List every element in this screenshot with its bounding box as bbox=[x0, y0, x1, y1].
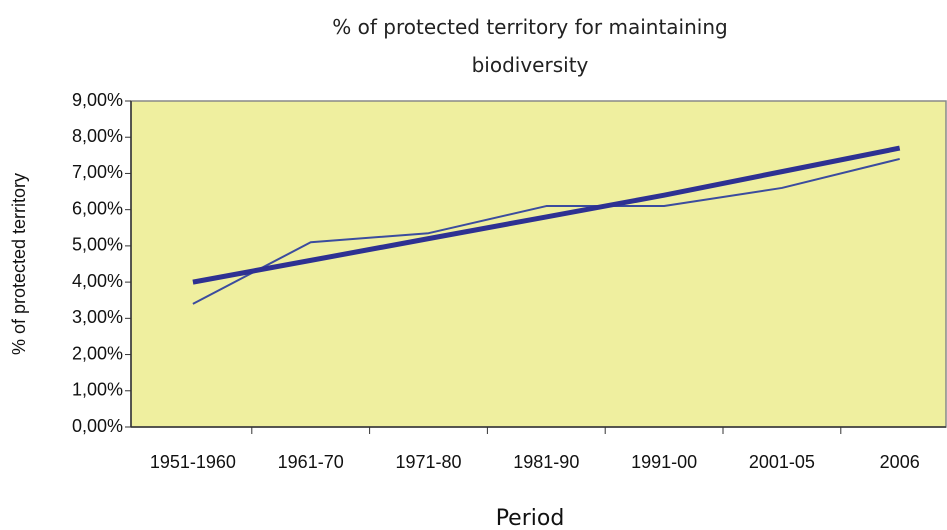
plot-area bbox=[130, 100, 947, 428]
x-tick-label: 1991-00 bbox=[631, 452, 697, 472]
y-axis-label: % of protected territory bbox=[9, 173, 29, 355]
y-tick-label: 0,00% bbox=[72, 416, 123, 436]
y-tick-label: 5,00% bbox=[72, 235, 123, 255]
x-tick-label: 1961-70 bbox=[278, 452, 344, 472]
y-tick-label: 6,00% bbox=[72, 198, 123, 218]
x-tick-label: 2001-05 bbox=[749, 452, 815, 472]
y-tick-label: 4,00% bbox=[72, 271, 123, 291]
y-tick-label: 8,00% bbox=[72, 126, 123, 146]
y-tick-label: 3,00% bbox=[72, 307, 123, 327]
line bbox=[192, 145, 901, 285]
line bbox=[192, 157, 900, 305]
y-tick-label: 2,00% bbox=[72, 343, 123, 363]
y-tick-label: 1,00% bbox=[72, 380, 123, 400]
y-tick-label: 7,00% bbox=[72, 162, 123, 182]
x-axis-label: Period bbox=[496, 506, 565, 530]
x-tick-label: 2006 bbox=[880, 452, 920, 472]
x-tick-label: 1971-80 bbox=[395, 452, 461, 472]
x-tick-label: 1951-1960 bbox=[150, 452, 236, 472]
x-tick-label: 1981-90 bbox=[513, 452, 579, 472]
y-tick-label: 9,00% bbox=[72, 90, 123, 110]
chart-title: % of protected territory for maintaining… bbox=[332, 15, 728, 77]
